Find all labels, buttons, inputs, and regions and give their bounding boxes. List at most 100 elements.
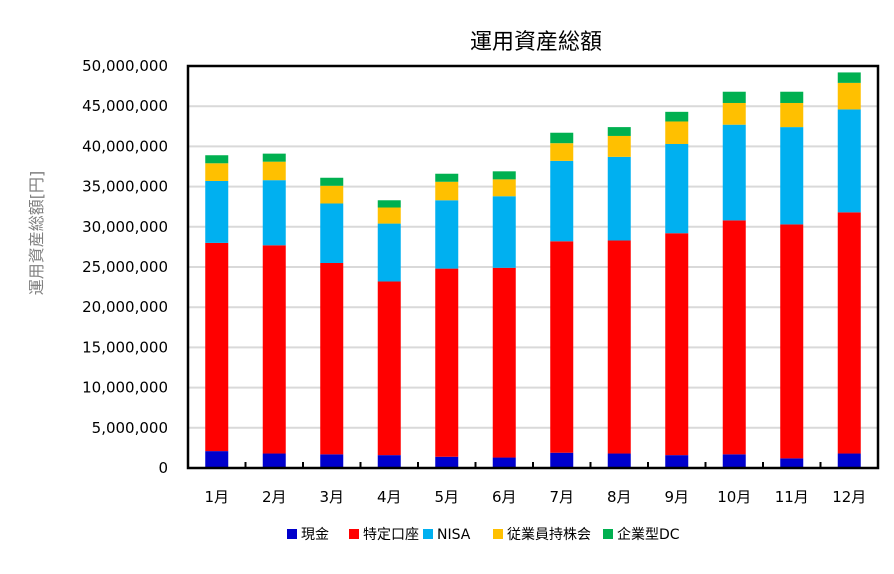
x-tick-label: 9月 (664, 488, 689, 506)
bar-0-2 (320, 454, 344, 468)
bar-0-9 (722, 454, 746, 468)
bar-4-9 (722, 91, 746, 103)
x-tick-label: 6月 (492, 488, 517, 506)
y-tick-label: 15,000,000 (82, 338, 168, 356)
bar-0-7 (607, 453, 631, 468)
bar-2-3 (377, 223, 401, 282)
plot-frame (186, 64, 880, 470)
bar-3-8 (665, 121, 689, 144)
bar-3-7 (607, 135, 631, 157)
y-axis-label: 運用資産総額[円] (27, 171, 46, 296)
bar-3-6 (550, 143, 574, 161)
bar-2-5 (492, 196, 516, 268)
bar-0-10 (780, 458, 804, 468)
bar-3-4 (435, 181, 459, 201)
bar-1-0 (205, 242, 229, 452)
legend-item: 現金 (287, 527, 329, 543)
bar-1-10 (780, 224, 804, 459)
y-tick-label: 0 (158, 459, 168, 477)
bar-3-1 (262, 161, 286, 181)
x-tick-label: 3月 (319, 488, 344, 506)
bar-4-2 (320, 177, 344, 186)
x-tick-label: 2月 (262, 488, 287, 506)
x-tick-label: 8月 (607, 488, 632, 506)
x-tick-label: 1月 (204, 488, 229, 506)
bar-1-7 (607, 240, 631, 454)
bar-1-8 (665, 233, 689, 456)
legend-swatch (493, 529, 503, 539)
bar-4-8 (665, 111, 689, 122)
bar-0-0 (205, 451, 229, 468)
bar-0-5 (492, 457, 516, 468)
bar-3-11 (837, 82, 861, 110)
y-tick-label: 50,000,000 (82, 57, 168, 75)
x-tick-label: 11月 (775, 488, 809, 506)
y-tick-label: 30,000,000 (82, 218, 168, 236)
bar-1-9 (722, 220, 746, 455)
bar-2-8 (665, 143, 689, 234)
legend-label: 従業員持株会 (507, 527, 591, 543)
bar-1-6 (550, 241, 574, 453)
bar-0-8 (665, 455, 689, 468)
bar-2-10 (780, 127, 804, 225)
bar-1-5 (492, 267, 516, 458)
bar-1-3 (377, 281, 401, 456)
chart-title: 運用資産総額 (470, 30, 602, 55)
bar-2-0 (205, 180, 229, 243)
bar-0-4 (435, 456, 459, 468)
x-tick-label: 12月 (832, 488, 866, 506)
bar-4-5 (492, 171, 516, 180)
bar-2-6 (550, 160, 574, 242)
bar-2-1 (262, 180, 286, 246)
bar-4-0 (205, 155, 229, 164)
bar-2-7 (607, 156, 631, 241)
legend-swatch (423, 529, 433, 539)
y-tick-label: 5,000,000 (92, 419, 168, 437)
bar-2-4 (435, 200, 459, 269)
x-tick-label: 4月 (377, 488, 402, 506)
bar-4-7 (607, 127, 631, 136)
bar-1-1 (262, 245, 286, 454)
x-tick-label: 10月 (717, 488, 751, 506)
legend-label: 特定口座 (363, 527, 419, 543)
x-tick-label: 7月 (549, 488, 574, 506)
y-tick-label: 40,000,000 (82, 137, 168, 155)
legend-item: 従業員持株会 (493, 527, 591, 543)
bar-2-9 (722, 124, 746, 221)
bar-4-1 (262, 153, 286, 162)
legend-swatch (349, 529, 359, 539)
bar-3-10 (780, 102, 804, 128)
bar-1-2 (320, 262, 344, 455)
y-tick-label: 10,000,000 (82, 379, 168, 397)
bar-4-3 (377, 200, 401, 208)
y-tick-label: 45,000,000 (82, 97, 168, 115)
y-tick-label: 25,000,000 (82, 258, 168, 276)
legend-label: 現金 (301, 527, 329, 543)
legend-item: 企業型DC (603, 526, 680, 543)
legend-item: NISA (423, 527, 471, 543)
bar-0-6 (550, 452, 574, 468)
bar-2-11 (837, 109, 861, 213)
legend-swatch (603, 529, 613, 539)
bar-3-0 (205, 163, 229, 181)
legend-label: 企業型DC (617, 526, 680, 543)
bar-3-5 (492, 179, 516, 197)
bar-1-11 (837, 212, 861, 454)
x-tick-label: 5月 (434, 488, 459, 506)
legend-swatch (287, 529, 297, 539)
bar-1-4 (435, 268, 459, 457)
legend-item: 特定口座 (349, 527, 419, 543)
bar-2-2 (320, 203, 344, 263)
bar-4-4 (435, 173, 459, 182)
bar-3-2 (320, 185, 344, 204)
bar-4-11 (837, 72, 861, 83)
bar-3-3 (377, 207, 401, 224)
legend-label: NISA (437, 527, 471, 543)
bar-0-1 (262, 453, 286, 468)
y-tick-label: 35,000,000 (82, 178, 168, 196)
bar-0-11 (837, 453, 861, 468)
y-tick-label: 20,000,000 (82, 298, 168, 316)
bar-4-10 (780, 91, 804, 103)
bar-3-9 (722, 102, 746, 125)
